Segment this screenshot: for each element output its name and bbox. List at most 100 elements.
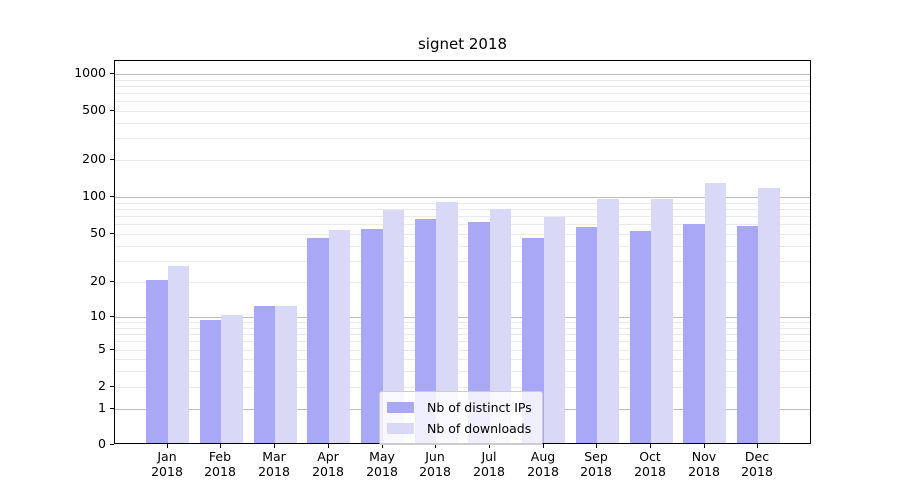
y-tick-label: 0 — [98, 436, 106, 451]
x-tick-label: Nov 2018 — [688, 449, 720, 479]
y-tick-mark — [110, 316, 114, 317]
bar-downloads-aug — [543, 217, 566, 443]
y-tick-label: 20 — [90, 273, 106, 288]
x-tick-label: Aug 2018 — [527, 449, 559, 479]
bar-distinct-ips-sep — [575, 227, 598, 443]
bar-distinct-ips-may — [361, 229, 383, 443]
bar-distinct-ips-feb — [199, 320, 222, 443]
gridline-minor — [115, 203, 810, 204]
gridline-major — [115, 197, 810, 198]
gridline-minor — [115, 328, 810, 329]
gridline-minor — [115, 224, 810, 225]
gridline-major — [115, 74, 810, 75]
bar-distinct-ips-nov — [683, 224, 705, 443]
gridline-minor — [115, 261, 810, 262]
y-tick-mark — [110, 386, 114, 387]
x-tick-label: Mar 2018 — [258, 449, 290, 479]
bar-downloads-feb — [221, 315, 243, 443]
gridline-minor — [115, 234, 810, 235]
gridline-minor — [115, 246, 810, 247]
x-tick-label: May 2018 — [366, 449, 398, 479]
gridline-minor — [115, 160, 810, 161]
legend-swatch-downloads — [387, 423, 414, 434]
x-tick-mark — [274, 444, 275, 448]
gridline-minor — [115, 322, 810, 323]
x-tick-label: Dec 2018 — [741, 449, 773, 479]
bar-downloads-dec — [758, 188, 780, 443]
x-tick-label: Oct 2018 — [634, 449, 666, 479]
gridline-minor — [115, 341, 810, 342]
gridline-minor — [115, 86, 810, 87]
bar-downloads-sep — [597, 199, 619, 443]
x-tick-mark — [543, 444, 544, 448]
gridline-minor — [115, 101, 810, 102]
bar-distinct-ips-apr — [307, 238, 329, 443]
gridline-minor — [115, 387, 810, 388]
x-tick-mark — [435, 444, 436, 448]
bar-downloads-jul — [489, 209, 512, 443]
gridline-minor — [115, 80, 810, 81]
x-tick-label: Feb 2018 — [204, 449, 236, 479]
x-tick-mark — [382, 444, 383, 448]
y-tick-mark — [110, 349, 114, 350]
y-tick-label: 200 — [82, 151, 106, 166]
y-tick-label: 100 — [82, 188, 106, 203]
y-tick-label: 1 — [98, 400, 106, 415]
bar-downloads-may — [382, 210, 404, 443]
legend-label-distinct-ips: Nb of distinct IPs — [427, 400, 532, 415]
gridline-minor — [115, 138, 810, 139]
x-tick-mark — [220, 444, 221, 448]
x-tick-mark — [757, 444, 758, 448]
y-tick-mark — [110, 196, 114, 197]
gridline-minor — [115, 371, 810, 372]
bar-downloads-oct — [651, 199, 673, 443]
x-tick-mark — [596, 444, 597, 448]
x-tick-mark — [328, 444, 329, 448]
bar-downloads-mar — [275, 306, 297, 443]
plot-area: Nb of distinct IPs Nb of downloads — [114, 60, 811, 445]
x-tick-label: Apr 2018 — [312, 449, 344, 479]
legend-swatch-distinct-ips — [387, 402, 414, 413]
y-tick-mark — [110, 281, 114, 282]
gridline-minor — [115, 111, 810, 112]
gridline-minor — [115, 123, 810, 124]
y-tick-mark — [110, 159, 114, 160]
x-tick-mark — [650, 444, 651, 448]
bar-distinct-ips-jun — [414, 219, 437, 443]
x-tick-mark — [704, 444, 705, 448]
chart-title: signet 2018 — [417, 35, 508, 53]
y-tick-mark — [110, 233, 114, 234]
bar-distinct-ips-jan — [146, 280, 168, 443]
bar-downloads-nov — [704, 183, 727, 443]
legend-item-distinct-ips: Nb of distinct IPs — [387, 397, 532, 418]
bar-downloads-apr — [328, 230, 351, 443]
y-tick-mark — [110, 444, 114, 445]
y-tick-label: 50 — [90, 225, 106, 240]
legend-item-downloads: Nb of downloads — [387, 418, 532, 439]
y-tick-label: 10 — [90, 308, 106, 323]
legend-label-downloads: Nb of downloads — [427, 421, 532, 436]
legend: Nb of distinct IPs Nb of downloads — [379, 391, 543, 445]
y-tick-mark — [110, 73, 114, 74]
bar-distinct-ips-dec — [736, 226, 759, 443]
y-tick-label: 500 — [82, 102, 106, 117]
y-tick-label: 1000 — [74, 65, 106, 80]
bar-downloads-jan — [167, 266, 190, 443]
gridline-major — [115, 317, 810, 318]
y-tick-mark — [110, 110, 114, 111]
x-tick-mark — [167, 444, 168, 448]
x-tick-mark — [489, 444, 490, 448]
gridline-minor — [115, 282, 810, 283]
gridline-minor — [115, 93, 810, 94]
bar-distinct-ips-mar — [253, 306, 276, 443]
x-tick-label: Jan 2018 — [151, 449, 183, 479]
bar-distinct-ips-oct — [629, 231, 651, 443]
x-tick-label: Sep 2018 — [580, 449, 612, 479]
gridline-minor — [115, 359, 810, 360]
bar-distinct-ips-jul — [468, 222, 490, 443]
gridline-minor — [115, 350, 810, 351]
bar-downloads-jun — [436, 202, 458, 443]
gridline-minor — [115, 216, 810, 217]
y-tick-label: 5 — [98, 341, 106, 356]
gridline-minor — [115, 334, 810, 335]
